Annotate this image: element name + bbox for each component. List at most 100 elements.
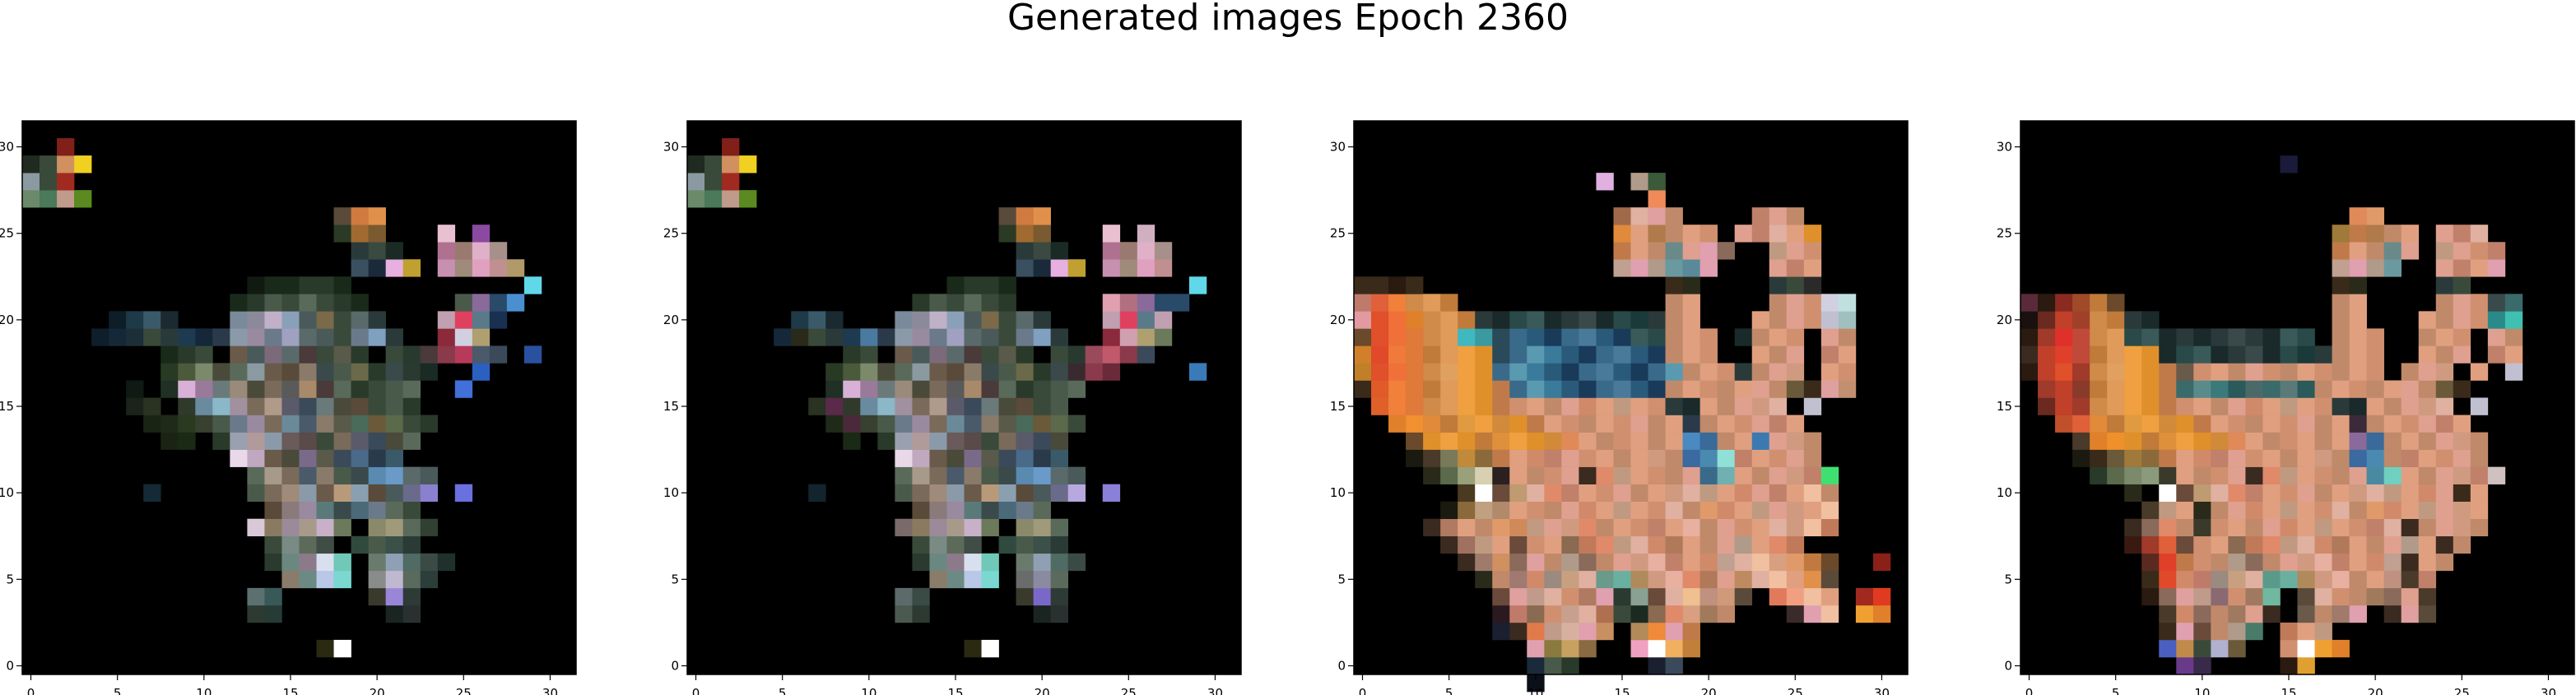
image-pixel: [1786, 570, 1805, 589]
image-pixel: [2193, 363, 2211, 381]
image-pixel: [2280, 345, 2298, 364]
y-tick-label: 5: [6, 572, 14, 586]
image-pixel: [333, 363, 351, 381]
image-pixel: [402, 570, 421, 589]
image-pixel: [1630, 225, 1648, 243]
image-pixel: [2228, 397, 2246, 415]
image-pixel: [281, 397, 300, 415]
image-pixel: [1648, 605, 1666, 623]
image-pixel: [1751, 466, 1770, 484]
image-pixel: [2211, 639, 2229, 658]
image-pixel: [2487, 311, 2506, 329]
image-pixel: [351, 259, 369, 277]
image-pixel: [1734, 225, 1753, 243]
image-pixel: [1440, 535, 1458, 554]
image-pixel: [2401, 466, 2420, 484]
image-pixel: [368, 484, 386, 502]
x-tick-label: 30: [1874, 686, 1890, 695]
image-pixel: [2297, 587, 2315, 606]
image-pixel: [1016, 207, 1034, 225]
image-pixel: [2470, 466, 2489, 484]
image-pixel: [2332, 415, 2350, 433]
image-pixel: [2401, 501, 2420, 520]
image-pixel: [1786, 380, 1805, 398]
image-pixel: [2211, 363, 2229, 381]
image-pixel: [1527, 605, 1545, 623]
image-pixel: [2124, 380, 2142, 398]
image-pixel: [1682, 380, 1700, 398]
image-pixel: [454, 345, 473, 364]
image-pixel: [316, 363, 334, 381]
image-pixel: [1838, 294, 1857, 312]
image-pixel: [1786, 415, 1805, 433]
image-pixel: [722, 155, 740, 174]
image-pixel: [2280, 535, 2298, 554]
image-pixel: [1561, 311, 1579, 329]
image-pixel: [299, 484, 317, 502]
image-pixel: [1561, 587, 1579, 606]
image-pixel: [2280, 415, 2298, 433]
image-pixel: [2262, 518, 2281, 537]
image-pixel: [333, 225, 351, 243]
image-pixel: [2366, 553, 2384, 572]
image-pixel: [1769, 501, 1788, 520]
image-pixel: [1717, 449, 1735, 467]
image-pixel: [2176, 518, 2194, 537]
image-pixel: [964, 518, 982, 537]
image-pixel: [74, 155, 92, 174]
image-pixel: [402, 380, 421, 398]
image-pixel: [1033, 466, 1051, 484]
image-pixel: [264, 518, 282, 537]
image-pixel: [230, 449, 248, 467]
image-pixel: [212, 380, 230, 398]
image-pixel: [2487, 242, 2506, 260]
image-pixel: [2055, 328, 2073, 346]
image-pixel: [1475, 415, 1493, 433]
image-pixel: [946, 449, 965, 467]
image-pixel: [230, 328, 248, 346]
image-pixel: [1458, 432, 1476, 450]
image-pixel: [2453, 449, 2471, 467]
image-pixel: [1561, 432, 1579, 450]
image-pixel: [2435, 363, 2454, 381]
image-pixel: [1579, 345, 1597, 364]
image-pixel: [946, 380, 965, 398]
image-pixel: [2176, 570, 2194, 589]
image-pixel: [2383, 466, 2402, 484]
image-pixel: [1561, 380, 1579, 398]
image-pixel: [109, 328, 127, 346]
image-pixel: [964, 484, 982, 502]
image-pixel: [2314, 553, 2332, 572]
y-tick-label: 0: [6, 658, 14, 673]
image-pixel: [247, 518, 265, 537]
image-pixel: [1665, 570, 1683, 589]
image-pixel: [264, 328, 282, 346]
image-pixel: [74, 190, 92, 208]
image-pixel: [1067, 415, 1086, 433]
image-pixel: [1527, 484, 1545, 502]
image-pixel: [1440, 397, 1458, 415]
image-pixel: [1665, 415, 1683, 433]
image-pixel: [2297, 415, 2315, 433]
image-pixel: [2228, 622, 2246, 641]
image-pixel: [247, 449, 265, 467]
image-pixel: [1388, 311, 1407, 329]
image-pixel: [1458, 484, 1476, 502]
image-pixel: [1700, 570, 1718, 589]
image-pixel: [1665, 605, 1683, 623]
image-pixel: [2280, 484, 2298, 502]
image-pixel: [1527, 587, 1545, 606]
image-pixel: [1492, 622, 1510, 641]
image-pixel: [1769, 484, 1788, 502]
image-pixel: [1579, 553, 1597, 572]
image-pixel: [2280, 328, 2298, 346]
image-pixel: [1561, 570, 1579, 589]
image-pixel: [1665, 639, 1683, 658]
image-pixel: [2332, 225, 2350, 243]
image-pixel: [774, 328, 792, 346]
image-pixel: [895, 363, 913, 381]
image-pixel: [22, 190, 40, 208]
image-pixel: [1786, 466, 1805, 484]
image-pixel: [1579, 397, 1597, 415]
image-pixel: [1751, 415, 1770, 433]
